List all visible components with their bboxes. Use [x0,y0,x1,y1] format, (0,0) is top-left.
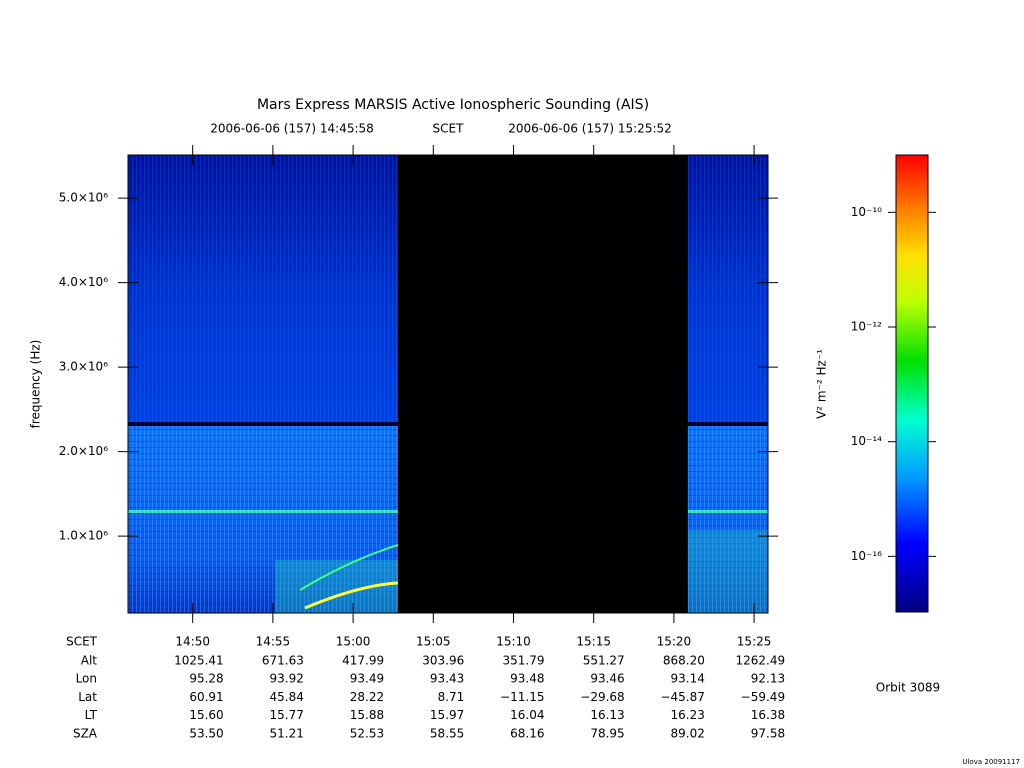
ephemeris-value: 1262.49 [735,654,785,668]
ephemeris-value: 93.49 [350,672,384,686]
ephemeris-value: 671.63 [262,654,304,668]
ephemeris-value: 58.55 [430,726,464,740]
colorbar-tick-label: 10⁻¹⁰ [851,205,882,219]
x-tick-label: 15:05 [416,635,451,649]
ephemeris-value: 89.02 [671,726,705,740]
ephemeris-label: Lat [78,690,97,704]
colorbar [895,154,929,613]
footer: Ulova 20091117 [962,758,1020,766]
ephemeris-value: −29.68 [580,690,624,704]
y-axis-label: frequency (Hz) [29,340,43,429]
ephemeris-label: SCET [66,635,98,649]
ephemeris-value: 53.50 [189,726,223,740]
ephemeris-value: 28.22 [350,690,384,704]
colorbar-tick-label: 10⁻¹² [851,320,882,334]
ephemeris-value: 8.71 [438,690,465,704]
ephemeris-value: 60.91 [189,690,223,704]
ephemeris-value: −45.87 [660,690,704,704]
colorbar-tick-label: 10⁻¹⁶ [851,549,882,563]
chart-title: Mars Express MARSIS Active Ionospheric S… [257,97,649,113]
ephemeris-value: 45.84 [270,690,304,704]
x-tick-label: 15:20 [657,635,692,649]
ephemeris-value: 351.79 [502,654,544,668]
ephemeris-value: 68.16 [510,726,544,740]
ephemeris-value: 51.21 [270,726,304,740]
ephemeris-value: 15.77 [270,708,304,722]
x-tick-label: 15:00 [336,635,371,649]
end-time: 2006-06-06 (157) 15:25:52 [508,122,672,136]
ephemeris-value: 78.95 [590,726,624,740]
y-tick-label: 1.0×10⁶ [59,529,108,543]
start-time: 2006-06-06 (157) 14:45:58 [210,122,374,136]
ephemeris-value: 15.97 [430,708,464,722]
time-system: SCET [433,122,465,136]
ephemeris-value: 97.58 [751,726,785,740]
ephemeris-value: 92.13 [751,672,785,686]
ephemeris-value: 15.88 [350,708,384,722]
ephemeris-value: −11.15 [500,690,544,704]
ephemeris-label: SZA [73,726,98,740]
x-tick-label: 15:25 [737,635,772,649]
ephemeris-value: 93.92 [270,672,304,686]
ephemeris-value: 868.20 [663,654,705,668]
ephemeris-value: 16.38 [751,708,785,722]
orbit: Orbit 3089 [876,681,940,695]
ephemeris-value: 93.14 [671,672,705,686]
x-tick-label: 15:15 [576,635,611,649]
ephemeris-label: Alt [81,654,98,668]
ephemeris-value: 52.53 [350,726,384,740]
ephemeris-value: −59.49 [741,690,785,704]
x-tick-label: 15:10 [496,635,531,649]
ephemeris-value: 417.99 [342,654,384,668]
y-tick-label: 2.0×10⁶ [59,444,108,458]
colorbar-label: V² m⁻² Hz⁻¹ [815,349,829,419]
ephemeris-value: 303.96 [422,654,464,668]
x-tick-label: 14:50 [175,635,210,649]
ephemeris-value: 15.60 [189,708,223,722]
ephemeris-value: 93.48 [510,672,544,686]
y-tick-label: 4.0×10⁶ [59,275,108,289]
y-tick-label: 3.0×10⁶ [59,360,108,374]
ephemeris-value: 93.46 [590,672,624,686]
ephemeris-value: 551.27 [583,654,625,668]
ephemeris-value: 1025.41 [174,654,224,668]
ephemeris-value: 93.43 [430,672,464,686]
ephemeris-label: Lon [76,672,97,686]
colorbar-tick-label: 10⁻¹⁴ [851,434,882,448]
ephemeris-value: 95.28 [189,672,223,686]
y-tick-label: 5.0×10⁶ [59,191,108,205]
ephemeris-value: 16.23 [671,708,705,722]
ephemeris-label: LT [85,708,98,722]
x-tick-label: 14:55 [256,635,291,649]
ephemeris-value: 16.13 [590,708,624,722]
ephemeris-value: 16.04 [510,708,544,722]
data-gap [398,155,688,613]
